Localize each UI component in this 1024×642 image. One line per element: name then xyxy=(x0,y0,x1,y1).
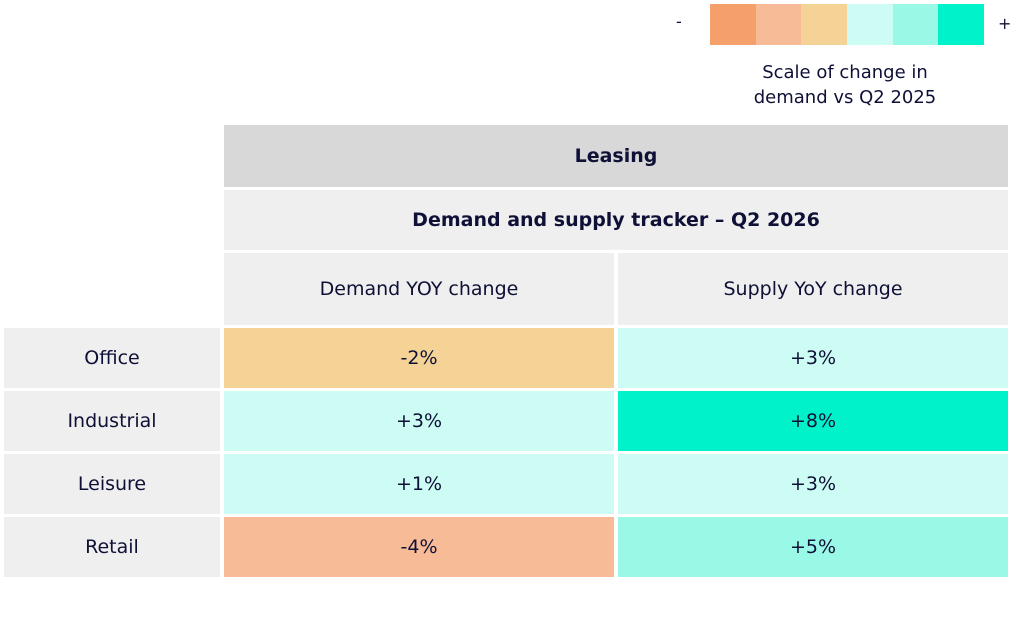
demand-value-cell: +3% xyxy=(224,391,614,451)
row-label: Office xyxy=(4,328,220,388)
legend-plus-label: + xyxy=(998,14,1012,33)
demand-value-cell: -4% xyxy=(224,517,614,577)
legend-swatch xyxy=(710,4,756,45)
row-label: Industrial xyxy=(4,391,220,451)
legend-minus-label: - xyxy=(676,12,682,31)
supply-value-cell: +8% xyxy=(618,391,1008,451)
column-header-demand: Demand YOY change xyxy=(224,253,614,325)
legend-swatch xyxy=(755,4,802,45)
legend-color-scale xyxy=(710,4,985,45)
supply-value-cell: +3% xyxy=(618,328,1008,388)
legend-swatch xyxy=(938,4,985,45)
demand-value-cell: -2% xyxy=(224,328,614,388)
row-label: Retail xyxy=(4,517,220,577)
demand-value-cell: +1% xyxy=(224,454,614,514)
table-title: Leasing xyxy=(224,125,1008,187)
legend-swatch xyxy=(847,4,893,45)
table-subtitle: Demand and supply tracker – Q2 2026 xyxy=(224,190,1008,250)
row-label: Leisure xyxy=(4,454,220,514)
legend-caption: Scale of change in demand vs Q2 2025 xyxy=(730,60,960,110)
supply-value-cell: +3% xyxy=(618,454,1008,514)
column-header-supply: Supply YoY change xyxy=(618,253,1008,325)
legend-swatch xyxy=(892,4,939,45)
legend-caption-line-1: Scale of change in xyxy=(762,62,928,83)
legend-caption-line-2: demand vs Q2 2025 xyxy=(753,87,937,108)
legend-swatch xyxy=(801,4,848,45)
supply-value-cell: +5% xyxy=(618,517,1008,577)
